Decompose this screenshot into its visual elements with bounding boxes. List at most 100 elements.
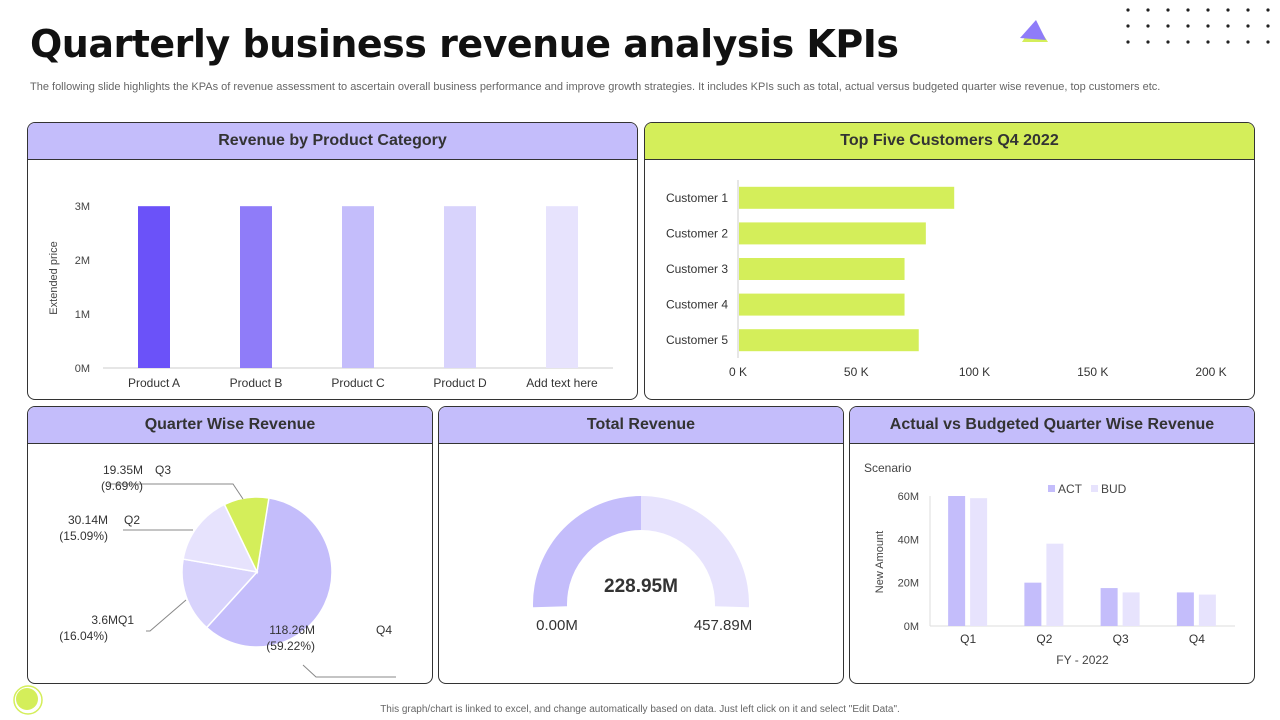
x-tick-label: Add text here (526, 376, 598, 390)
y-tick-label: 40M (898, 534, 919, 546)
dot (1146, 24, 1150, 28)
gauge-min-label: 0.00M (536, 617, 578, 634)
quarter-wise-revenue-chart[interactable]: 118.26M Q4 (59.22%) 3.6M Q1 (16.04%) 30.14M Q2 (… (28, 444, 432, 682)
revenue-by-product-title: Revenue by Product Category (28, 123, 637, 160)
dot (1186, 8, 1190, 12)
dot (1186, 40, 1190, 44)
pie-value-label: 30.14M (68, 513, 108, 527)
x-tick-label: Product A (128, 376, 180, 390)
y-axis-label: Extended price (48, 241, 60, 314)
x-tick-label: Product D (433, 376, 487, 390)
dots-decoration-icon (1126, 8, 1270, 44)
legend-swatch-bud (1091, 485, 1098, 492)
circle-decoration-icon (13, 685, 43, 715)
y-tick-label: 60M (898, 491, 919, 503)
bar-product-c (342, 206, 374, 368)
x-tick-label: Q3 (1113, 632, 1129, 646)
bar-bud-q3 (1122, 592, 1140, 626)
dot (1226, 24, 1230, 28)
revenue-by-product-card: Revenue by Product Category 0M 1M 2M 3M Exte… (27, 122, 638, 400)
x-tick-label: Q1 (960, 632, 976, 646)
quarter-wise-revenue-card: Quarter Wise Revenue 118.26M Q4 (59.22%) 3.… (27, 406, 433, 684)
dot (1206, 40, 1210, 44)
dot (1126, 8, 1130, 12)
total-revenue-title: Total Revenue (439, 407, 843, 444)
dot (1206, 24, 1210, 28)
bar-customer-3 (739, 258, 905, 280)
bar-bud-q2 (1046, 543, 1064, 626)
dot (1246, 40, 1250, 44)
bar-product-b (240, 206, 272, 368)
dot (1146, 40, 1150, 44)
dot (1206, 8, 1210, 12)
dot (1126, 40, 1130, 44)
dot (1166, 8, 1170, 12)
y-axis-label: New Amount (874, 531, 886, 593)
y-tick-label: Customer 5 (666, 333, 728, 347)
x-tick-label: 200 K (1195, 365, 1226, 379)
leader-line-q4 (302, 664, 396, 678)
y-tick-label: 20M (898, 578, 919, 590)
pie-category-label: Q2 (124, 513, 140, 527)
y-tick-label: Customer 2 (666, 226, 728, 240)
dot (1266, 24, 1270, 28)
bar-product-d (444, 206, 476, 368)
y-tick-label: 2M (75, 255, 90, 267)
dot (1126, 24, 1130, 28)
dot (1166, 40, 1170, 44)
actual-vs-budget-title: Actual vs Budgeted Quarter Wise Revenue (850, 407, 1254, 444)
pie-category-label: Q4 (376, 623, 392, 637)
x-tick-label: Product C (331, 376, 385, 390)
dot (1186, 24, 1190, 28)
pie-value-label: 3.6M (91, 613, 118, 627)
gauge-value-label: 228.95M (604, 576, 678, 597)
y-tick-label: Customer 4 (666, 298, 728, 312)
pie-slice-q3 (223, 496, 270, 575)
bar-act-q3 (1100, 588, 1118, 626)
legend-label-act: ACT (1058, 482, 1083, 496)
x-tick-label: 50 K (844, 365, 869, 379)
bar-customer-2 (739, 222, 926, 245)
x-tick-label: 100 K (959, 365, 990, 379)
pie-category-label: Q1 (118, 613, 134, 627)
y-tick-label: 0M (75, 363, 90, 375)
revenue-by-product-chart[interactable]: 0M 1M 2M 3M Extended price Product A Product B… (28, 160, 637, 398)
y-tick-label: Customer 1 (666, 191, 728, 205)
x-tick-label: 0 K (729, 365, 747, 379)
legend-label-bud: BUD (1101, 482, 1127, 496)
y-tick-label: Customer 3 (666, 262, 728, 276)
top-customers-chart[interactable]: Customer 1 Customer 2 Customer 3 Customer 4… (645, 160, 1254, 398)
dot (1246, 8, 1250, 12)
dot (1226, 8, 1230, 12)
actual-vs-budget-card: Actual vs Budgeted Quarter Wise Revenue … (849, 406, 1255, 684)
bar-customer-1 (739, 186, 955, 209)
quarter-wise-revenue-title: Quarter Wise Revenue (28, 407, 432, 444)
bar-bud-q1 (970, 498, 988, 626)
x-tick-label: Product B (230, 376, 283, 390)
bar-product-a (138, 206, 170, 368)
y-tick-label: 3M (75, 201, 90, 213)
bar-act-q1 (948, 496, 966, 626)
bar-act-q2 (1024, 582, 1042, 626)
dot (1266, 8, 1270, 12)
total-revenue-chart[interactable]: 228.95M 0.00M 457.89M (439, 444, 843, 682)
gauge-max-label: 457.89M (694, 617, 752, 634)
pie-slice-q4 (205, 497, 333, 648)
actual-vs-budget-chart[interactable]: Scenario ACT BUD 0M 20M 40M 60M New Amount Q1 Q2 Q… (850, 444, 1254, 682)
dot (1226, 40, 1230, 44)
pie-percent-label: (59.22%) (266, 639, 315, 653)
bar-act-q4 (1176, 592, 1194, 626)
dot (1146, 8, 1150, 12)
pie-percent-label: (16.04%) (59, 629, 108, 643)
bar-add-text-here (546, 206, 578, 368)
y-tick-label: 0M (904, 621, 919, 633)
bar-bud-q4 (1198, 594, 1216, 626)
dot (1246, 24, 1250, 28)
pie-value-label: 19.35M (103, 463, 143, 477)
pie-value-label: 118.26M (269, 623, 315, 637)
leader-line-q1 (146, 599, 187, 632)
gauge-remaining-arc (641, 496, 749, 608)
x-tick-label: Q4 (1189, 632, 1205, 646)
legend-swatch-act (1048, 485, 1055, 492)
y-tick-label: 1M (75, 309, 90, 321)
